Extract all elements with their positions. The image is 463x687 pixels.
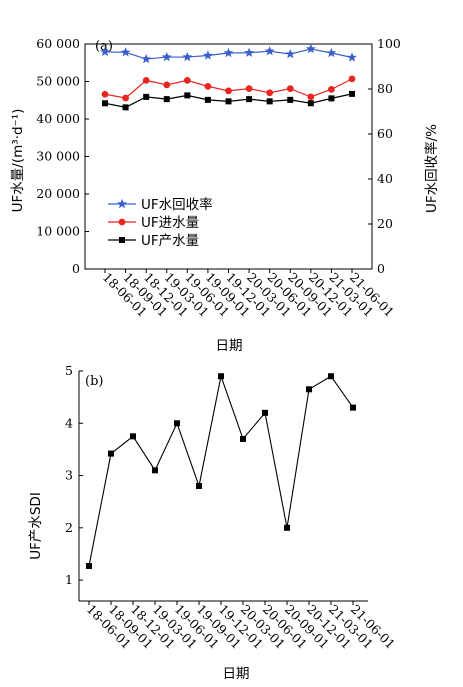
legend-label-1: UF进水量 <box>141 215 199 231</box>
y-tick-label-a: 10 000 <box>36 224 80 239</box>
data-point-a-0 <box>120 47 131 57</box>
data-point-b <box>174 420 180 427</box>
x-axis-label-a: 日期 <box>216 338 243 354</box>
data-point-b <box>328 373 334 380</box>
data-point-b <box>306 386 312 393</box>
y-tick-label-a: 50 000 <box>36 74 80 89</box>
data-point-a-0 <box>141 53 152 64</box>
data-point-b <box>196 483 202 489</box>
data-point-a-1 <box>266 89 274 97</box>
y2-tick-label-a: 0 <box>377 261 385 276</box>
legend-marker-2 <box>119 237 125 243</box>
data-point-a-2 <box>225 98 232 105</box>
legend-label-2: UF产水量 <box>141 233 199 249</box>
panel-label-b: (b) <box>85 374 103 389</box>
y-tick-label-a: 0 <box>72 261 80 276</box>
legend-marker-0 <box>117 198 127 209</box>
y2-tick-label-a: 40 <box>377 171 393 186</box>
legend-marker-1 <box>118 218 126 226</box>
data-point-a-2 <box>163 96 170 103</box>
data-point-a-2 <box>349 90 355 97</box>
data-point-a-0 <box>264 46 275 56</box>
data-point-a-1 <box>122 94 129 102</box>
data-point-a-0 <box>285 48 296 59</box>
y-tick-label-b: 4 <box>65 415 73 430</box>
data-point-a-2 <box>328 95 335 102</box>
data-point-b <box>284 524 290 531</box>
data-point-a-0 <box>326 47 337 58</box>
data-point-a-0 <box>182 51 193 62</box>
data-point-a-1 <box>328 85 335 93</box>
data-point-a-0 <box>100 46 110 57</box>
data-point-b <box>350 404 356 411</box>
data-point-a-2 <box>246 96 253 103</box>
data-point-b <box>240 435 246 442</box>
plot-frame-a <box>84 43 373 270</box>
data-point-a-1 <box>225 87 232 95</box>
data-point-a-0 <box>161 51 172 62</box>
series-line-b <box>88 374 354 567</box>
data-point-b <box>130 433 136 440</box>
data-point-a-1 <box>204 82 212 90</box>
data-point-a-2 <box>184 92 191 99</box>
data-point-b <box>108 450 114 457</box>
y2-tick-label-a: 100 <box>377 36 401 51</box>
y2-axis-label-a: UF水回收率/% <box>423 124 440 213</box>
y-tick-label-a: 60 000 <box>36 36 80 51</box>
y2-tick-label-a: 80 <box>377 81 393 96</box>
data-point-a-1 <box>245 85 253 93</box>
y-tick-label-b: 5 <box>65 363 73 378</box>
data-point-a-2 <box>204 96 211 103</box>
data-point-a-0 <box>347 52 357 62</box>
data-point-b <box>218 373 224 380</box>
y-tick-label-a: 40 000 <box>36 111 80 126</box>
y-tick-label-a: 20 000 <box>36 186 80 201</box>
data-point-a-0 <box>305 43 316 54</box>
data-point-a-1 <box>142 76 150 84</box>
data-point-a-1 <box>286 85 294 93</box>
data-point-a-2 <box>307 100 314 107</box>
data-point-a-1 <box>101 90 109 98</box>
data-point-a-1 <box>183 76 191 84</box>
data-point-a-1 <box>348 75 356 83</box>
x-axis-label-b: 日期 <box>223 666 250 682</box>
legend-label-0: UF水回收率 <box>141 196 213 213</box>
data-point-a-0 <box>223 47 234 58</box>
data-point-a-0 <box>202 50 213 60</box>
y2-tick-label-a: 20 <box>377 216 393 231</box>
data-point-b <box>152 467 158 474</box>
data-point-a-1 <box>163 81 171 89</box>
data-point-a-2 <box>102 100 108 107</box>
data-point-a-1 <box>307 93 315 101</box>
y-tick-label-b: 3 <box>65 468 73 483</box>
y-axis-label-a: UF水量/(m³·d⁻¹) <box>10 109 26 213</box>
y2-tick-label-a: 60 <box>377 126 393 141</box>
data-point-a-0 <box>244 47 255 57</box>
data-point-a-2 <box>266 98 273 105</box>
data-point-b <box>86 562 92 569</box>
data-point-b <box>262 409 268 416</box>
data-point-a-2 <box>143 93 150 100</box>
y-axis-label-b: UF产水SDI <box>28 492 44 560</box>
y-tick-label-a: 30 000 <box>36 149 80 164</box>
data-point-a-2 <box>287 96 294 103</box>
y-tick-label-b: 2 <box>65 520 73 535</box>
y-tick-label-b: 1 <box>65 572 73 587</box>
data-point-a-2 <box>122 104 129 111</box>
